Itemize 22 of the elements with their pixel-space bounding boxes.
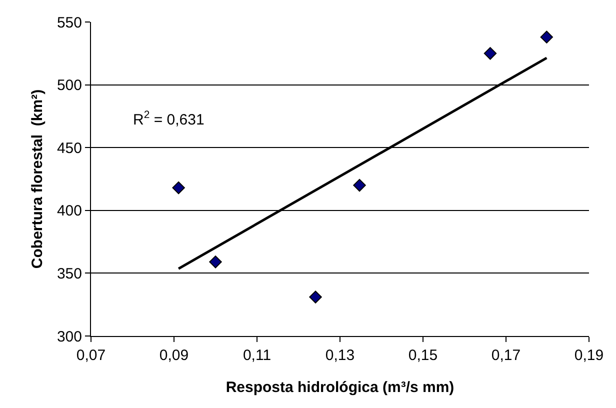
x-tick-label: 0,13 bbox=[325, 347, 355, 364]
y-tick-label: 450 bbox=[56, 140, 82, 157]
annotation: R$^{2}$ = 0,631 bbox=[133, 109, 204, 128]
point bbox=[309, 290, 322, 304]
y-tick-label: 350 bbox=[56, 265, 82, 282]
y-tick-label: 550 bbox=[56, 14, 82, 32]
x-tick-label: 0,19 bbox=[574, 347, 604, 364]
x-tick-label: 0,09 bbox=[159, 347, 189, 364]
y-tick-label: 400 bbox=[56, 202, 82, 220]
x-tick-label: 0,17 bbox=[491, 347, 521, 364]
y-tick-label: 300 bbox=[56, 328, 82, 346]
x-tick-label: 0,15 bbox=[408, 347, 438, 364]
point bbox=[209, 256, 222, 268]
point bbox=[172, 181, 185, 194]
y-tick-label: 500 bbox=[56, 77, 82, 94]
y-axis-title: Cobertura florestal (km²) bbox=[29, 89, 46, 269]
x-axis-title: Resposta hidrológica (m³/s mm) bbox=[226, 379, 454, 396]
point bbox=[353, 178, 366, 192]
x-tick-label: 0,07 bbox=[76, 347, 106, 364]
x-tick-label: 0,11 bbox=[242, 347, 272, 364]
point bbox=[484, 47, 497, 60]
point bbox=[540, 30, 554, 44]
